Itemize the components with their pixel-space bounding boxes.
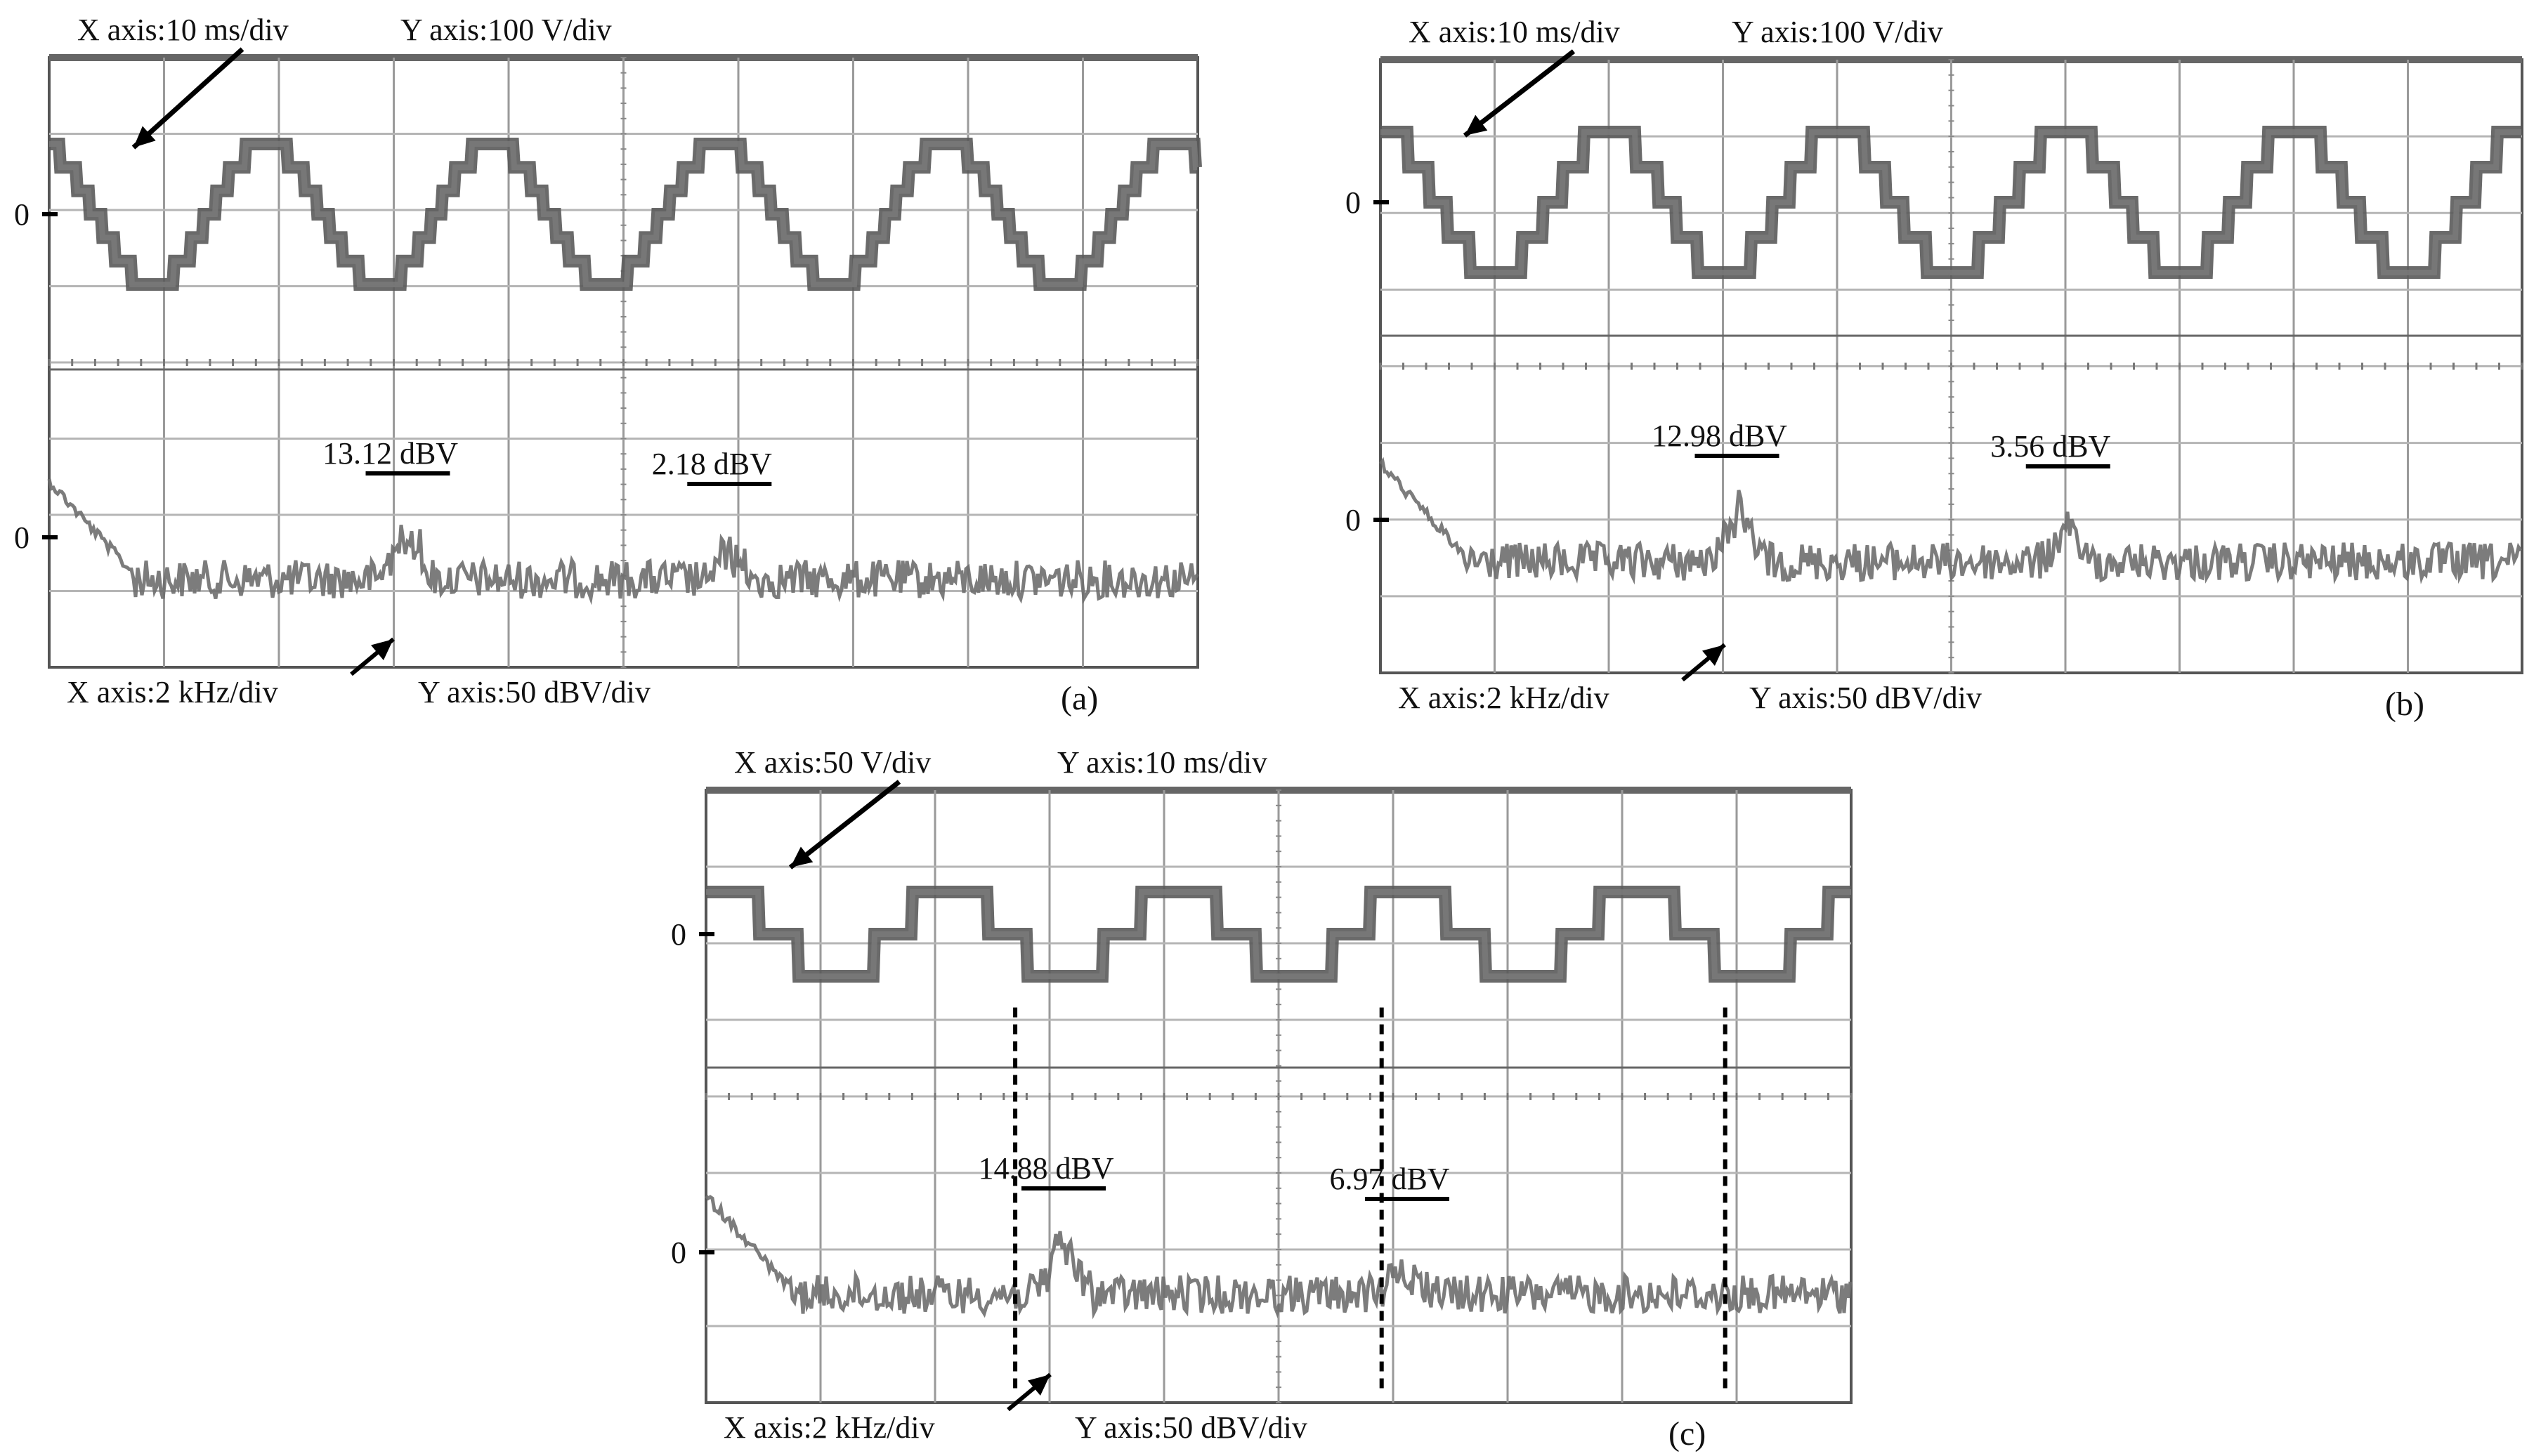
bottom-x-axis-label: X axis:2 kHz/div xyxy=(724,1410,935,1445)
waveform-trace xyxy=(1380,126,2521,279)
spectrum-trace xyxy=(47,478,1200,605)
waveform-trace xyxy=(49,138,1202,291)
top-arrow xyxy=(131,47,244,150)
zero-label-top: 0 xyxy=(14,197,30,232)
peak-annotation: 14.88 dBV xyxy=(978,1151,1113,1186)
zero-label-bottom: 0 xyxy=(1345,503,1361,537)
panel-b: 0 0 X axis:10 ms/div Y axis:100 V/div X axis… xyxy=(1345,15,2523,723)
panel-sublabel: (c) xyxy=(1668,1415,1706,1452)
bottom-y-axis-label: Y axis:50 dBV/div xyxy=(418,675,651,709)
bottom-arrow xyxy=(350,637,395,676)
top-x-axis-label: X axis:10 ms/div xyxy=(77,13,289,47)
zero-label-bottom: 0 xyxy=(671,1235,686,1270)
top-arrow xyxy=(1463,49,1576,138)
top-y-axis-label: Y axis:100 V/div xyxy=(400,13,612,47)
top-x-axis-label: X axis:50 V/div xyxy=(734,745,931,780)
bottom-y-axis-label: Y axis:50 dBV/div xyxy=(1749,681,1982,715)
bottom-y-axis-label: Y axis:50 dBV/div xyxy=(1075,1410,1307,1445)
bottom-x-axis-label: X axis:2 kHz/div xyxy=(1398,681,1609,715)
top-y-axis-label: Y axis:10 ms/div xyxy=(1057,745,1267,780)
peak-annotation: 2.18 dBV xyxy=(652,447,772,481)
bottom-arrow xyxy=(1007,1372,1052,1412)
top-y-axis-label: Y axis:100 V/div xyxy=(1732,15,1943,49)
panel-a: 0 0 X axis:10 ms/div Y axis:100 V/div X axis… xyxy=(14,13,1202,717)
top-x-axis-label: X axis:10 ms/div xyxy=(1409,15,1620,49)
bottom-x-axis-label: X axis:2 kHz/div xyxy=(67,675,278,709)
spectrum-trace xyxy=(705,1195,1853,1320)
bottom-arrow xyxy=(1681,643,1726,682)
peak-annotation: 13.12 dBV xyxy=(322,436,458,471)
spectrum-trace xyxy=(1379,457,2523,585)
zero-label-bottom: 0 xyxy=(14,520,30,555)
peak-annotation: 6.97 dBV xyxy=(1329,1162,1449,1196)
grid xyxy=(705,789,1853,1403)
zero-label-top: 0 xyxy=(1345,185,1361,220)
panel-c: 0 0 X axis:50 V/div Y axis:10 ms/div X axis:… xyxy=(671,745,1853,1452)
peak-annotation: 12.98 dBV xyxy=(1652,419,1787,453)
top-arrow xyxy=(788,780,901,870)
panel-sublabel: (a) xyxy=(1061,680,1098,717)
waveform-trace xyxy=(706,886,1851,983)
peak-annotation: 3.56 dBV xyxy=(1990,429,2110,464)
panel-sublabel: (b) xyxy=(2385,686,2424,723)
zero-label-top: 0 xyxy=(671,917,686,952)
